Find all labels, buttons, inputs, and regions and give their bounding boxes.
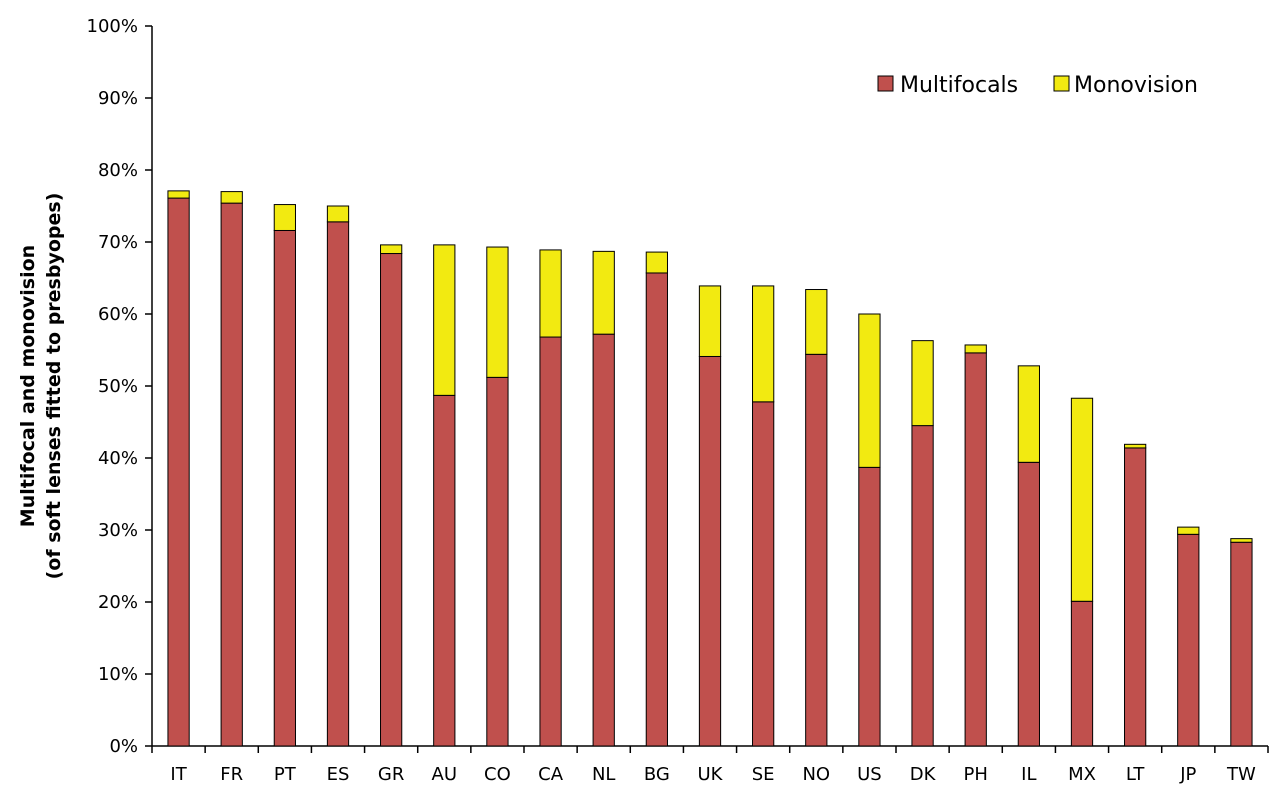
bar-monovision-nl — [592, 250, 615, 335]
bar-monovision-mx — [1070, 397, 1094, 602]
bar-monovision-il — [1017, 365, 1040, 463]
y-tick-label: 40% — [98, 448, 138, 469]
plot-area: 0% 10% 20% 30% 40% 50% 60% 70% 80% 90% 100% IT FR PT… — [87, 16, 1269, 785]
bar-multifocals-fr — [220, 202, 243, 747]
y-tick-label: 10% — [98, 664, 138, 685]
legend-label-multifocals: Multifocals — [900, 73, 1018, 98]
x-tick-label-no: NO — [802, 764, 830, 785]
bar-monovision-ca — [539, 249, 562, 338]
x-tick-label-us: US — [857, 764, 882, 785]
bar-multifocals-dk — [911, 425, 934, 747]
x-tick-label-fr: FR — [220, 764, 243, 785]
x-tick-label-it: IT — [170, 764, 187, 785]
bar-monovision-tw — [1230, 538, 1253, 543]
x-tick-label-tw: TW — [1226, 764, 1256, 785]
legend-swatch-multifocals — [877, 75, 894, 92]
bars-group — [167, 190, 1253, 747]
bar-monovision-uk — [698, 285, 722, 357]
y-axis-title: Multifocal and monovision (of soft lense… — [17, 193, 65, 580]
x-ticks-group: IT FR PT ES GR AU CO CA NL BG UK SE NO US DK PH IL MX LT JP… — [151, 746, 1269, 785]
bar-multifocals-au — [433, 394, 456, 747]
y-tick-label: 0% — [109, 736, 138, 757]
bar-monovision-jp — [1177, 526, 1200, 535]
y-tick-label: 100% — [87, 16, 138, 37]
bar-multifocals-tw — [1230, 541, 1253, 747]
bar-monovision-fr — [220, 191, 243, 204]
y-tick-label: 50% — [98, 376, 138, 397]
bar-monovision-ph — [964, 344, 987, 354]
bar-multifocals-ca — [539, 336, 562, 747]
bar-multifocals-pt — [273, 229, 296, 747]
x-tick-label-uk: UK — [698, 764, 724, 785]
bar-multifocals-mx — [1070, 600, 1094, 747]
x-tick-label-pt: PT — [274, 764, 297, 785]
bar-multifocals-bg — [645, 272, 668, 747]
y-tick-label: 20% — [98, 592, 138, 613]
x-tick-label-gr: GR — [378, 764, 404, 785]
y-tick-label: 90% — [98, 88, 138, 109]
bar-monovision-lt — [1124, 443, 1147, 449]
bar-monovision-gr — [380, 244, 403, 255]
x-tick-label-ph: PH — [964, 764, 988, 785]
x-tick-label-se: SE — [752, 764, 775, 785]
x-tick-label-es: ES — [327, 764, 350, 785]
bar-monovision-co — [486, 246, 509, 378]
bar-multifocals-uk — [698, 355, 722, 747]
bar-multifocals-ph — [964, 352, 987, 747]
legend-label-monovision: Monovision — [1074, 73, 1198, 98]
bar-monovision-es — [326, 205, 350, 223]
bar-monovision-pt — [273, 204, 296, 231]
y-tick-label: 70% — [98, 232, 138, 253]
x-tick-label-il: IL — [1021, 764, 1036, 785]
bar-multifocals-nl — [592, 333, 615, 747]
bar-monovision-bg — [645, 251, 668, 274]
bar-multifocals-us — [858, 466, 881, 747]
bar-multifocals-lt — [1124, 447, 1147, 747]
bar-multifocals-jp — [1177, 533, 1200, 747]
y-axis-title-line1: Multifocal and monovision — [17, 245, 39, 527]
bar-multifocals-gr — [380, 253, 403, 747]
bar-multifocals-no — [805, 353, 828, 747]
bar-multifocals-es — [326, 221, 350, 747]
y-tick-label: 30% — [98, 520, 138, 541]
bar-monovision-dk — [911, 340, 934, 427]
y-ticks-group: 0% 10% 20% 30% 40% 50% 60% 70% 80% 90% 100% — [87, 16, 152, 757]
bar-multifocals-il — [1017, 461, 1040, 747]
bar-multifocals-it — [167, 197, 190, 747]
y-tick-label: 60% — [98, 304, 138, 325]
bar-monovision-it — [167, 190, 190, 199]
x-tick-label-au: AU — [432, 764, 458, 785]
bar-monovision-au — [433, 244, 456, 396]
bar-monovision-us — [858, 313, 881, 468]
bar-monovision-no — [805, 289, 828, 355]
bar-multifocals-se — [752, 401, 775, 747]
legend: Multifocals Monovision — [877, 73, 1198, 98]
y-tick-label: 80% — [98, 160, 138, 181]
x-tick-label-bg: BG — [644, 764, 670, 785]
x-tick-label-co: CO — [484, 764, 511, 785]
x-tick-label-lt: LT — [1126, 764, 1146, 785]
bar-monovision-se — [752, 285, 775, 403]
x-tick-label-nl: NL — [592, 764, 616, 785]
x-tick-label-jp: JP — [1179, 764, 1196, 785]
y-axis-title-line2: (of soft lenses fitted to presbyopes) — [43, 193, 65, 580]
bar-multifocals-co — [486, 376, 509, 747]
legend-swatch-monovision — [1053, 75, 1070, 92]
x-tick-label-dk: DK — [910, 764, 937, 785]
x-tick-label-ca: CA — [538, 764, 564, 785]
x-tick-label-mx: MX — [1068, 764, 1096, 785]
